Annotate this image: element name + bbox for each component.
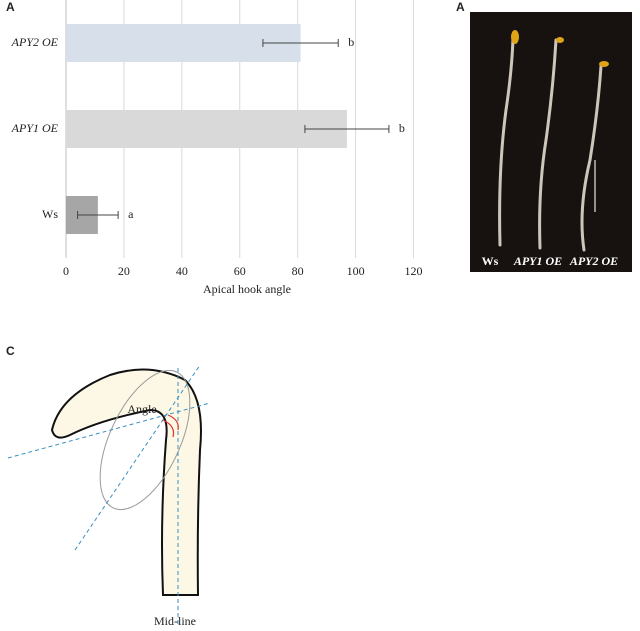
x-tick-label: 40 <box>176 264 188 278</box>
seedlings <box>498 36 603 252</box>
photo-label: APY1 OE <box>513 254 562 268</box>
x-tick-label: 100 <box>347 264 365 278</box>
x-tick-label: 20 <box>118 264 130 278</box>
x-tick-label: 0 <box>63 264 69 278</box>
panel-label: A <box>6 0 15 14</box>
x-tick-label: 80 <box>292 264 304 278</box>
x-axis-label: Apical hook angle <box>203 282 291 296</box>
y-tick-label: Ws <box>42 207 58 221</box>
x-tick-label: 120 <box>405 264 423 278</box>
significance-label: b <box>348 35 354 49</box>
photo-label: APY2 OE <box>569 254 618 268</box>
significance-label: b <box>399 121 405 135</box>
y-tick-label: APY1 OE <box>11 121 59 135</box>
y-tick-label: APY2 OE <box>11 35 59 49</box>
bar <box>66 24 301 62</box>
cotyledons <box>511 30 609 67</box>
photo <box>470 12 632 272</box>
panel-label: C <box>6 344 15 358</box>
angle-label: Angle <box>127 402 156 416</box>
significance-label: a <box>128 207 134 221</box>
midline-label: Mid-line <box>154 614 196 628</box>
bar <box>66 110 347 148</box>
photo-label: Ws <box>482 254 499 268</box>
x-tick-label: 60 <box>234 264 246 278</box>
panel-label: A <box>456 0 465 14</box>
seedling-diagram <box>7 364 211 625</box>
